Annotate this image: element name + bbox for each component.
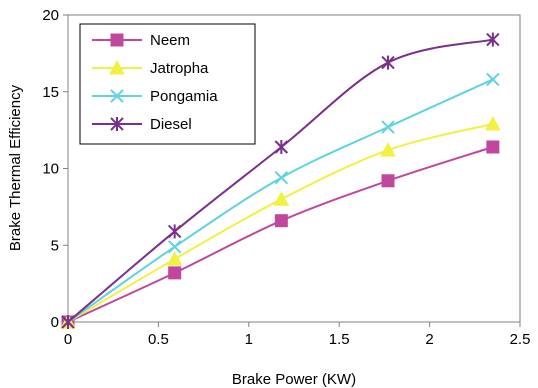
data-point [167, 224, 182, 239]
y-tick-label: 5 [51, 237, 59, 254]
series-diesel [61, 32, 500, 329]
x-tick-label: 1 [245, 331, 253, 348]
axes: 0 0.5 1 1.5 2 2.5 0 5 10 15 20 [42, 7, 530, 348]
legend-item-neem: Neem [92, 32, 190, 49]
legend-label: Pongamia [150, 88, 218, 105]
data-point [486, 140, 500, 154]
x-tick-label: 2 [425, 331, 433, 348]
x-axis-title: Brake Power (KW) [232, 371, 356, 388]
series-layer [60, 32, 501, 329]
data-point [168, 266, 182, 280]
data-point [380, 142, 396, 157]
legend-swatch-marker [110, 89, 124, 103]
data-point [274, 171, 289, 185]
data-point [61, 315, 75, 329]
data-point [166, 251, 183, 266]
data-point [485, 115, 501, 131]
x-tick-label: 0.5 [148, 331, 169, 348]
data-point [381, 174, 395, 188]
legend: Neem Jatropha Pongamia Diesel [79, 23, 256, 145]
legend-label: Neem [150, 32, 190, 49]
legend-swatch-marker [110, 117, 124, 131]
data-point [167, 240, 182, 254]
data-point [486, 72, 500, 87]
data-point [486, 32, 500, 47]
legend-item-pongamia: Pongamia [92, 88, 218, 105]
data-point [381, 120, 395, 134]
data-point [273, 191, 290, 206]
y-tick-label: 0 [51, 314, 59, 331]
y-tick-label: 15 [42, 84, 59, 101]
data-point [274, 140, 289, 155]
y-tick-label: 10 [42, 161, 59, 178]
legend-label: Jatropha [150, 60, 209, 77]
x-tick-label: 1.5 [329, 331, 350, 348]
y-tick-label: 20 [42, 7, 59, 24]
data-point [274, 214, 288, 228]
legend-label: Diesel [150, 116, 192, 133]
legend-swatch-marker [110, 33, 124, 47]
x-tick-label: 0 [64, 331, 72, 348]
y-axis-title: Brake Thermal Efficiency [7, 84, 24, 251]
data-point [381, 55, 395, 70]
legend-item-diesel: Diesel [92, 116, 192, 133]
x-tick-label: 2.5 [510, 331, 531, 348]
legend-swatch-marker [109, 59, 125, 75]
legend-item-jatropha: Jatropha [92, 59, 209, 77]
